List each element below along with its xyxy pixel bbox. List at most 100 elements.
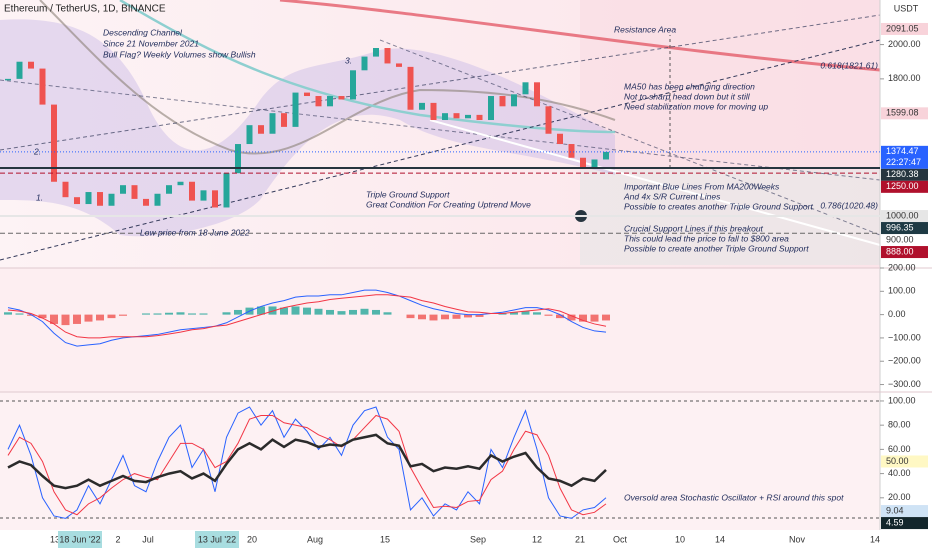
y-tick-label: 100.00 <box>888 286 916 296</box>
histogram-bar <box>314 308 323 315</box>
annotation: This could lead the price to fall to $80… <box>624 233 789 243</box>
x-tick-label: 18 Jun '22 <box>59 534 100 544</box>
histogram-bar <box>464 314 472 318</box>
price-box <box>881 517 928 530</box>
candle <box>580 157 586 169</box>
macd-bg <box>0 268 880 392</box>
candle <box>338 96 345 100</box>
price-label: 996.35 <box>886 222 914 232</box>
y-tick-label: −300.00 <box>888 379 921 389</box>
candle <box>292 92 299 127</box>
candle <box>97 192 103 206</box>
candle <box>591 159 598 169</box>
x-tick-label: 14 <box>715 534 725 544</box>
candle <box>281 113 287 127</box>
x-tick-label: Nov <box>789 534 806 544</box>
candle <box>212 190 218 208</box>
price-box <box>881 107 928 120</box>
histogram-bar <box>475 314 484 317</box>
candle <box>327 96 333 107</box>
histogram-bar <box>349 309 357 315</box>
histogram-bar <box>521 311 530 315</box>
candle <box>384 48 391 64</box>
candle <box>74 197 80 205</box>
candle <box>361 56 368 71</box>
histogram-bar <box>556 314 564 319</box>
histogram-bar <box>96 314 104 321</box>
countdown: 22:27:47 <box>886 157 921 167</box>
candle <box>39 68 46 105</box>
y-tick-label: 2000.00 <box>888 39 921 49</box>
price-label: 50.00 <box>886 456 909 466</box>
annotation: Resistance Area <box>614 24 676 34</box>
channel-line <box>379 39 881 236</box>
histogram-bar <box>383 312 392 315</box>
candle <box>511 94 517 107</box>
candle <box>62 181 69 198</box>
histogram-bar <box>153 313 162 315</box>
channel-line <box>0 79 881 181</box>
histogram-bar <box>176 312 185 315</box>
price-label: 2091.05 <box>886 23 919 33</box>
candle <box>120 185 126 194</box>
histogram-bar <box>406 314 415 319</box>
histogram-bar <box>579 314 587 322</box>
x-tick-label: Oct <box>613 534 628 544</box>
candle <box>246 125 253 145</box>
candle <box>315 96 322 107</box>
y-tick-label: 200.00 <box>888 262 916 272</box>
candle <box>465 114 471 119</box>
chart-title: Ethereum / TetherUS, 1D, BINANCE <box>4 4 166 15</box>
candle <box>396 63 402 67</box>
histogram-bar <box>257 306 265 315</box>
histogram-bar <box>533 312 541 315</box>
annotation: Bull Flag? Weekly Volumes show Bullish <box>103 49 256 59</box>
y-tick-label: 0.00 <box>888 309 906 319</box>
candle <box>522 82 529 95</box>
annotation: 1. <box>36 192 43 202</box>
candle <box>166 185 172 194</box>
candle <box>350 70 356 100</box>
histogram-bar <box>498 313 507 315</box>
price-label: 1280.38 <box>886 169 919 179</box>
histogram-bar <box>544 314 553 316</box>
annotation: Low price from 18 June 2022 <box>140 227 250 237</box>
histogram-bar <box>73 314 81 324</box>
price-label: 888.00 <box>886 246 914 256</box>
price-label: 1374.47 <box>886 146 919 156</box>
candle <box>28 61 34 69</box>
price-label: 4.59 <box>886 517 904 527</box>
annotation: Important Blue Lines From MA200Weeks <box>624 181 780 191</box>
price-label: 1250.00 <box>886 181 919 191</box>
price-box <box>881 246 928 259</box>
annotation: Since 21 November 2021 <box>103 38 199 48</box>
annotation: Crucial Support Lines if this breakout <box>624 223 764 233</box>
candle <box>304 92 310 97</box>
histogram-bar <box>418 314 426 320</box>
x-tick-label: Jul <box>142 534 154 544</box>
candle <box>568 144 575 158</box>
indicator-line <box>7 406 607 519</box>
histogram-bar <box>107 314 116 319</box>
price-box <box>881 455 928 468</box>
y-tick-label: 60.00 <box>888 444 911 454</box>
candle <box>154 193 161 206</box>
y-tick-label: 1800.00 <box>888 73 921 83</box>
histogram-bar <box>142 313 150 315</box>
candle <box>373 48 379 57</box>
histogram-bar <box>38 314 47 319</box>
candle <box>269 113 276 134</box>
annotation: Not to sharp head down but it still <box>624 91 751 101</box>
ma50 <box>119 0 616 134</box>
candle <box>5 78 11 81</box>
histogram-bar <box>61 314 70 326</box>
x-tick-label: 21 <box>575 534 585 544</box>
channel-line <box>0 14 881 151</box>
candle <box>131 185 138 199</box>
resistance-area <box>580 0 880 170</box>
candle <box>51 104 57 182</box>
annotation: 3. <box>345 55 352 65</box>
candle <box>557 133 563 145</box>
annotation: MA50 has been changing direction <box>624 81 755 91</box>
histogram-bar <box>326 309 334 315</box>
